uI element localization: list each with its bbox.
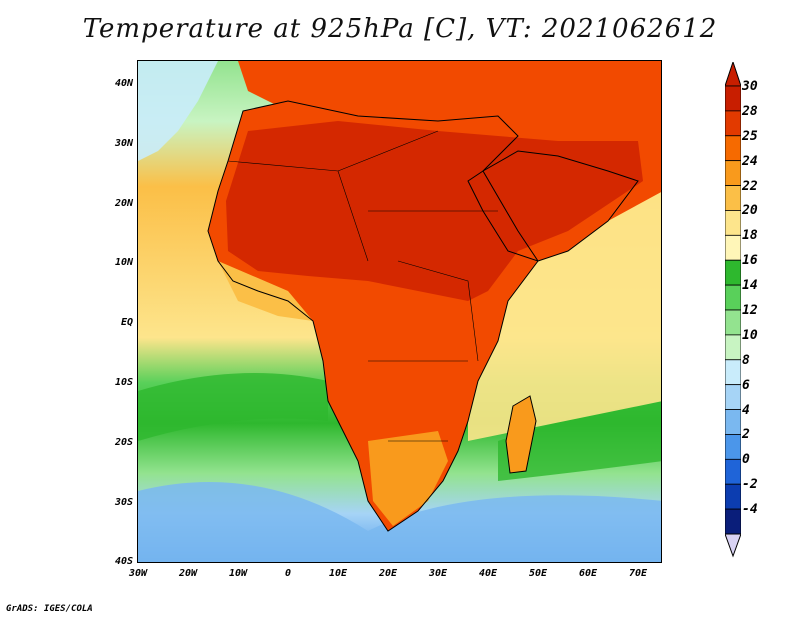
colorbar-label: 16 [742, 253, 758, 269]
colorbar-top-arrow [725, 62, 741, 87]
colorbar-swatch [725, 135, 741, 162]
latitude-label: 40S [114, 556, 133, 568]
map-panel [137, 60, 662, 563]
colorbar-swatch [725, 309, 741, 336]
colorbar-label: -4 [742, 502, 758, 518]
colorbar-label: -2 [742, 477, 758, 493]
colorbar-label: 8 [742, 352, 750, 368]
latitude-label: 30S [114, 496, 133, 508]
colorbar-label: 2 [742, 427, 750, 443]
green-ocean-band-east [498, 401, 661, 481]
colorbar-label: 22 [742, 178, 758, 194]
colorbar-swatch [725, 234, 741, 261]
colorbar-label: 25 [742, 128, 758, 144]
latitude-label: 10N [114, 257, 133, 269]
colorbar-swatch [725, 409, 741, 435]
colorbar-label: 18 [742, 228, 758, 244]
longitude-label: 40E [478, 568, 498, 579]
colorbar-swatch [725, 434, 741, 460]
colorbar-boxes [725, 85, 741, 535]
colorbar-swatch [725, 210, 741, 236]
latitude-label: 20N [114, 197, 133, 209]
latitude-label: 10S [114, 377, 133, 388]
latitude-label: EQ [120, 317, 133, 329]
colorbar-label: 14 [742, 278, 758, 294]
colorbar-swatch [725, 458, 741, 485]
madagascar-coastline [505, 395, 537, 474]
colorbar-swatch [725, 359, 741, 386]
latitude-label: 30N [114, 137, 133, 149]
latitude-label: 40N [114, 78, 133, 89]
colorbar-swatch [725, 259, 741, 286]
colorbar-label: 4 [742, 402, 750, 418]
longitude-label: 60E [578, 568, 598, 579]
cool-ocean-west [138, 61, 218, 161]
latitude-label: 20S [114, 436, 133, 448]
longitude-label: 20E [378, 568, 398, 579]
arabia-coastline [482, 150, 639, 262]
colorbar-bottom-arrow [725, 533, 741, 558]
colorbar-swatch [725, 85, 741, 112]
country-borders [227, 130, 498, 442]
colorbar-swatch [725, 334, 741, 361]
longitude-label: 30E [428, 568, 448, 579]
colorbar-swatch [725, 185, 741, 211]
africa-coastline [207, 100, 539, 532]
longitude-label: 10W [228, 568, 248, 579]
longitude-label: 0 [284, 568, 292, 579]
colorbar-label: 10 [742, 327, 758, 343]
temperature-map [138, 61, 661, 562]
colorbar-swatch [725, 284, 741, 311]
colorbar-label: 12 [742, 303, 758, 318]
colorbar-swatch [725, 384, 741, 410]
grads-credit: GrADS: IGES/COLA [6, 604, 93, 614]
colorbar-label: 20 [742, 203, 758, 219]
colorbar-label: 0 [742, 452, 750, 468]
colorbar-label: 6 [742, 377, 750, 393]
longitude-label: 50E [528, 568, 548, 579]
colorbar-swatch [725, 483, 741, 510]
longitude-label: 20W [178, 568, 198, 579]
colorbar [725, 62, 741, 558]
colorbar-swatch [725, 110, 741, 137]
colorbar-label: 24 [742, 153, 758, 169]
longitude-label: 10E [328, 568, 348, 579]
colorbar-swatch [725, 508, 741, 535]
colorbar-label: 28 [742, 103, 758, 119]
map-title: Temperature at 925hPa [C], VT: 202106261… [82, 14, 718, 44]
longitude-label: 70E [628, 568, 648, 579]
green-ocean-band [138, 373, 328, 441]
madagascar [506, 396, 536, 473]
longitude-label: 30W [128, 568, 148, 579]
colorbar-label: 30 [742, 79, 758, 94]
colorbar-swatch [725, 160, 741, 186]
south-africa-mild [368, 431, 448, 526]
west-africa-coast [218, 261, 313, 321]
